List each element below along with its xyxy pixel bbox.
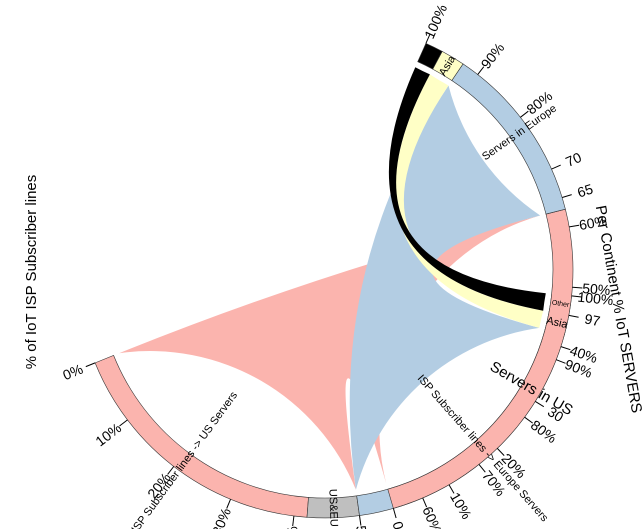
left-segment-label-useu: US&EU <box>326 489 339 527</box>
left-tick-mark <box>422 497 428 508</box>
left-segment-label-other: Other <box>551 300 570 310</box>
right-tick-mark <box>477 66 485 75</box>
left-tick-mark <box>167 466 175 475</box>
right-tick-mark <box>520 110 529 118</box>
right-tick-mark <box>425 34 431 44</box>
right-tick-mark <box>560 346 571 351</box>
flows-layer <box>119 67 546 490</box>
right-tick-mark <box>535 400 545 408</box>
left-tick-mark <box>85 362 96 368</box>
right-tick-label: 70 <box>563 149 584 170</box>
right-tick-mark <box>392 508 397 519</box>
left-axis-title: % of IoT ISP Subscriber lines <box>23 175 40 370</box>
left-tick-mark <box>556 359 566 364</box>
right-axis-title: Per Continent % IoT SERVERS <box>592 204 642 414</box>
left-tick-mark <box>226 499 231 509</box>
left-tick-mark <box>478 464 486 473</box>
right-segment-asia <box>432 50 464 81</box>
left-tick-label: 10% <box>92 420 124 450</box>
left-segment-useu <box>306 495 360 519</box>
left-tick-mark <box>571 295 582 298</box>
left-tick-label: 30% <box>209 505 234 529</box>
right-tick-label: 10% <box>447 489 475 521</box>
left-tick-mark <box>359 515 362 526</box>
right-tick-label: 30 <box>545 403 567 425</box>
left-tick-mark <box>292 515 295 527</box>
right-segment-europe <box>451 63 566 215</box>
left-tick-label: 40% <box>281 525 300 529</box>
right-tick-mark <box>448 484 455 494</box>
left-tick-label: 60% <box>419 504 445 529</box>
left-segment-label-asia: Asia <box>545 315 569 332</box>
left-tick-mark <box>524 416 533 424</box>
right-tick-mark <box>562 194 572 198</box>
ring-segments-layer <box>94 43 574 519</box>
right-tick-mark <box>572 286 583 289</box>
right-tick-label: 0% <box>390 520 411 529</box>
right-tick-mark <box>551 164 561 170</box>
right-tick-mark <box>569 224 580 228</box>
right-tick-label: 100% <box>421 2 450 41</box>
right-segment-other <box>417 43 443 70</box>
right-tick-label: 90% <box>478 40 508 72</box>
right-tick-label: 50% <box>582 280 611 298</box>
right-tick-mark <box>496 448 505 456</box>
left-tick-label: 50% <box>353 524 373 529</box>
left-segment-us <box>94 355 309 518</box>
left-tick-label: 100% <box>577 289 614 309</box>
left-tick-mark <box>568 314 579 318</box>
right-tick-label: 65 <box>575 181 595 201</box>
left-tick-label: 97 <box>583 311 601 330</box>
right-tick-label: 60% <box>578 212 608 233</box>
flow-us <box>119 215 541 490</box>
left-tick-mark <box>119 419 128 427</box>
left-tick-label: 0% <box>60 361 85 383</box>
